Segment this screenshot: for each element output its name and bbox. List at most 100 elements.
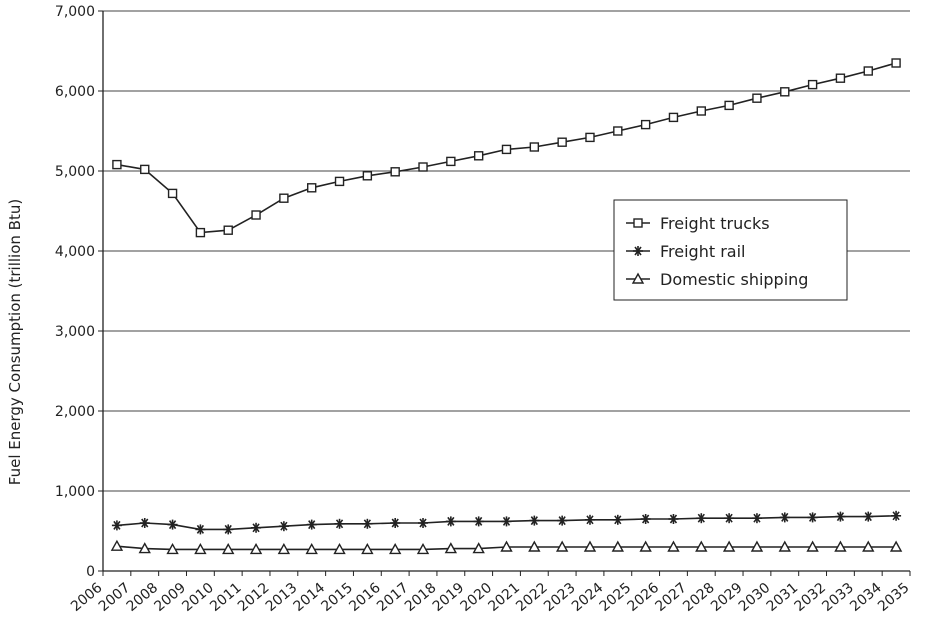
data-point — [166, 542, 179, 555]
data-point — [633, 218, 643, 228]
data-point — [889, 540, 903, 552]
data-point — [194, 542, 207, 555]
y-tick-label: 1,000 — [55, 484, 95, 500]
data-point — [667, 540, 680, 552]
data-point — [724, 513, 735, 524]
data-point — [112, 159, 122, 170]
data-point — [891, 510, 902, 521]
y-tick-label: 0 — [86, 564, 95, 580]
data-point — [251, 522, 262, 533]
x-tick-label: 2027 — [652, 580, 690, 615]
data-point — [780, 87, 790, 97]
data-point — [751, 513, 762, 524]
legend-label: Domestic shipping — [660, 270, 808, 289]
data-point — [445, 516, 456, 527]
data-series — [110, 58, 903, 555]
data-point — [390, 167, 400, 177]
y-axis-title: Fuel Energy Consumption (trillion Btu) — [6, 199, 24, 485]
data-point — [390, 518, 401, 528]
data-point — [668, 112, 679, 123]
data-point — [834, 540, 847, 552]
x-tick-label: 2012 — [235, 580, 273, 615]
data-point — [416, 542, 430, 555]
data-point — [167, 519, 178, 530]
data-point — [640, 119, 651, 130]
data-point — [557, 137, 567, 147]
y-tick-labels: 0 1,000 2,000 3,000 4,000 5,000 6,000 7,000 — [55, 4, 95, 580]
data-point — [557, 515, 568, 526]
data-point — [110, 539, 124, 551]
data-point — [444, 542, 458, 554]
legend-item-freight-trucks: Freight trucks — [626, 214, 770, 233]
data-point — [222, 542, 235, 555]
data-point — [223, 524, 234, 535]
axes — [102, 11, 910, 572]
data-point — [195, 227, 206, 238]
data-point — [223, 225, 233, 235]
data-point — [891, 58, 901, 68]
legend-box — [613, 199, 848, 301]
data-point — [528, 540, 541, 552]
legend: Freight trucks Freight rail Domestic shipp… — [613, 199, 848, 301]
x-tick-label: 2028 — [680, 580, 718, 615]
data-point — [807, 79, 818, 90]
x-tick-label: 2006 — [68, 580, 106, 615]
data-point — [139, 518, 150, 528]
x-tick-label: 2031 — [764, 580, 802, 615]
data-point — [279, 193, 289, 203]
x-tick-label: 2021 — [485, 580, 523, 615]
series-domestic-shipping — [110, 539, 903, 555]
x-tick-label: 2017 — [374, 580, 412, 615]
data-point — [555, 540, 569, 552]
legend-item-freight-rail: Freight rail — [626, 242, 745, 261]
data-point — [778, 540, 791, 552]
x-tick-label: 2024 — [569, 580, 607, 615]
data-point — [334, 176, 345, 187]
data-point — [613, 126, 623, 136]
data-point — [611, 540, 625, 552]
data-point — [835, 73, 846, 83]
data-point — [752, 93, 762, 103]
y-tick-label: 5,000 — [55, 164, 95, 180]
x-tick-label: 2007 — [96, 580, 134, 615]
y-tick-label: 7,000 — [55, 4, 95, 20]
data-point — [307, 183, 317, 193]
x-tick-label: 2011 — [207, 580, 245, 615]
data-point — [835, 511, 846, 522]
data-point — [862, 540, 875, 552]
data-point — [473, 516, 484, 527]
x-tick-label: 2009 — [151, 580, 189, 615]
x-tick-label: 2013 — [263, 580, 301, 615]
data-point — [472, 542, 485, 554]
x-tick-label: 2010 — [179, 580, 217, 615]
data-point — [640, 514, 651, 524]
data-point — [863, 66, 873, 76]
data-point — [750, 540, 764, 552]
data-point — [362, 171, 373, 181]
y-tick-label: 4,000 — [55, 244, 95, 260]
data-point — [779, 512, 790, 523]
legend-label: Freight rail — [660, 242, 745, 261]
data-point — [418, 162, 428, 172]
x-tick-label: 2018 — [402, 580, 440, 615]
data-point — [446, 156, 456, 167]
x-tick-label: 2019 — [430, 580, 468, 615]
data-point — [585, 132, 595, 143]
x-tick-label: 2023 — [541, 580, 579, 615]
x-tick-label: 2025 — [597, 580, 635, 615]
data-point — [473, 151, 484, 161]
data-point — [195, 524, 206, 535]
data-point — [111, 520, 122, 531]
y-tick-label: 2,000 — [55, 404, 95, 420]
data-point — [418, 518, 429, 528]
data-point — [863, 511, 874, 522]
data-point — [639, 540, 652, 552]
data-point — [500, 540, 513, 552]
x-tick-label: 2026 — [625, 580, 663, 615]
data-point — [251, 210, 261, 220]
data-point — [249, 542, 263, 555]
data-point — [361, 542, 374, 555]
data-point — [807, 512, 818, 523]
y-tick-label: 3,000 — [55, 324, 95, 340]
data-point — [529, 515, 540, 526]
